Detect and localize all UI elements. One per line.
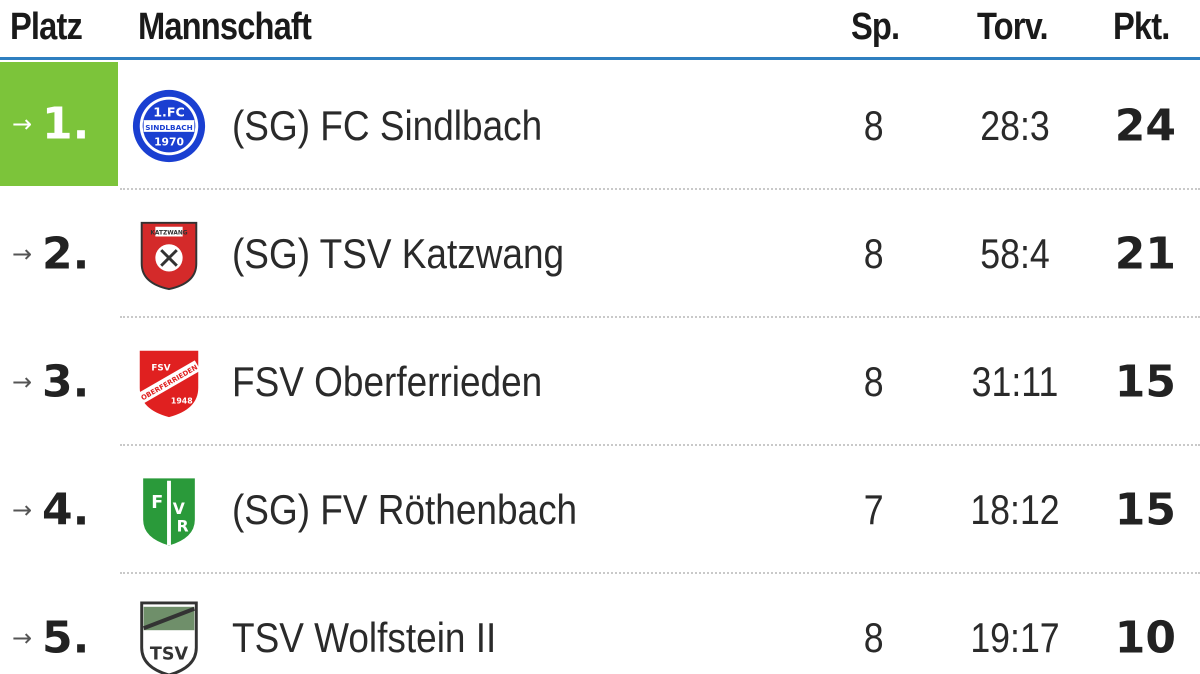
team-name[interactable]: FSV Oberferrieden xyxy=(232,358,543,405)
row-divider xyxy=(120,316,1200,318)
points: 21 xyxy=(1114,228,1176,280)
table-row[interactable]: → 4. F V R (SG) FV Röthenbach 7 18:12 15 xyxy=(0,446,1200,574)
fsv-oberferrieden-logo: OBERFERRIEDEN FSV 1948 xyxy=(137,350,201,418)
table-row[interactable]: → 5. TSV TSV Wolfstein II 8 19:17 10 xyxy=(0,574,1200,674)
tsv-wolfstein-logo: TSV xyxy=(140,601,198,674)
games-played: 8 xyxy=(863,230,884,277)
points: 10 xyxy=(1114,612,1176,664)
svg-text:FSV: FSV xyxy=(151,363,170,373)
trend-arrow-icon: → xyxy=(12,368,33,396)
goal-ratio: 58:4 xyxy=(980,230,1050,277)
row-divider xyxy=(120,188,1200,190)
goal-ratio: 19:17 xyxy=(970,614,1060,661)
svg-text:1948: 1948 xyxy=(171,396,193,405)
rank-cell: → 2. xyxy=(0,190,118,318)
fc-sindlbach-logo: 1.FC SINDLBACH 1970 xyxy=(132,89,206,163)
svg-text:SINDLBACH: SINDLBACH xyxy=(145,123,192,132)
header-spiele[interactable]: Sp. xyxy=(851,6,900,48)
header-mannschaft[interactable]: Mannschaft xyxy=(138,6,312,48)
goal-ratio: 18:12 xyxy=(970,486,1060,533)
games-played: 8 xyxy=(863,358,884,405)
svg-text:F: F xyxy=(151,493,163,513)
rank-cell: → 5. xyxy=(0,574,118,674)
header-punkte[interactable]: Pkt. xyxy=(1113,6,1170,48)
rank-number: 5. xyxy=(42,612,90,664)
rank-number: 1. xyxy=(42,98,90,150)
games-played: 8 xyxy=(863,614,884,661)
tsv-katzwang-logo: KATZWANG xyxy=(140,221,198,291)
rank-number: 2. xyxy=(42,228,90,280)
goal-ratio: 31:11 xyxy=(971,358,1059,405)
team-name[interactable]: (SG) TSV Katzwang xyxy=(232,230,565,277)
header-tore[interactable]: Torv. xyxy=(977,6,1049,48)
points: 15 xyxy=(1114,484,1176,536)
team-name[interactable]: (SG) FV Röthenbach xyxy=(232,486,578,533)
points: 15 xyxy=(1114,356,1176,408)
rank-cell: → 1. xyxy=(0,62,118,186)
table-header: Platz Mannschaft Sp. Torv. Pkt. xyxy=(0,0,1200,60)
rank-number: 3. xyxy=(42,356,90,408)
rank-cell: → 4. xyxy=(0,446,118,574)
table-row[interactable]: → 2. KATZWANG (SG) TSV Katzwang 8 58:4 2… xyxy=(0,190,1200,318)
svg-text:TSV: TSV xyxy=(150,644,189,664)
svg-text:1970: 1970 xyxy=(154,136,184,149)
svg-text:KATZWANG: KATZWANG xyxy=(150,231,187,237)
games-played: 8 xyxy=(863,102,884,149)
trend-arrow-icon: → xyxy=(12,624,33,652)
team-name[interactable]: (SG) FC Sindlbach xyxy=(232,102,543,149)
table-row[interactable]: → 3. OBERFERRIEDEN FSV 1948 FSV Oberferr… xyxy=(0,318,1200,446)
row-divider xyxy=(120,444,1200,446)
row-divider xyxy=(120,572,1200,574)
trend-arrow-icon: → xyxy=(12,110,33,138)
table-row[interactable]: → 1. 1.FC SINDLBACH 1970 (SG) FC Sindlba… xyxy=(0,62,1200,190)
team-name[interactable]: TSV Wolfstein II xyxy=(232,614,497,661)
points: 24 xyxy=(1114,100,1176,152)
trend-arrow-icon: → xyxy=(12,496,33,524)
goal-ratio: 28:3 xyxy=(980,102,1050,149)
header-platz[interactable]: Platz xyxy=(10,6,83,48)
svg-text:V: V xyxy=(173,500,185,518)
svg-text:1.FC: 1.FC xyxy=(153,104,185,119)
fv-roethenbach-logo: F V R xyxy=(140,475,198,549)
rank-cell: → 3. xyxy=(0,318,118,446)
rank-number: 4. xyxy=(42,484,90,536)
trend-arrow-icon: → xyxy=(12,240,33,268)
svg-text:R: R xyxy=(177,517,189,535)
games-played: 7 xyxy=(863,486,884,533)
